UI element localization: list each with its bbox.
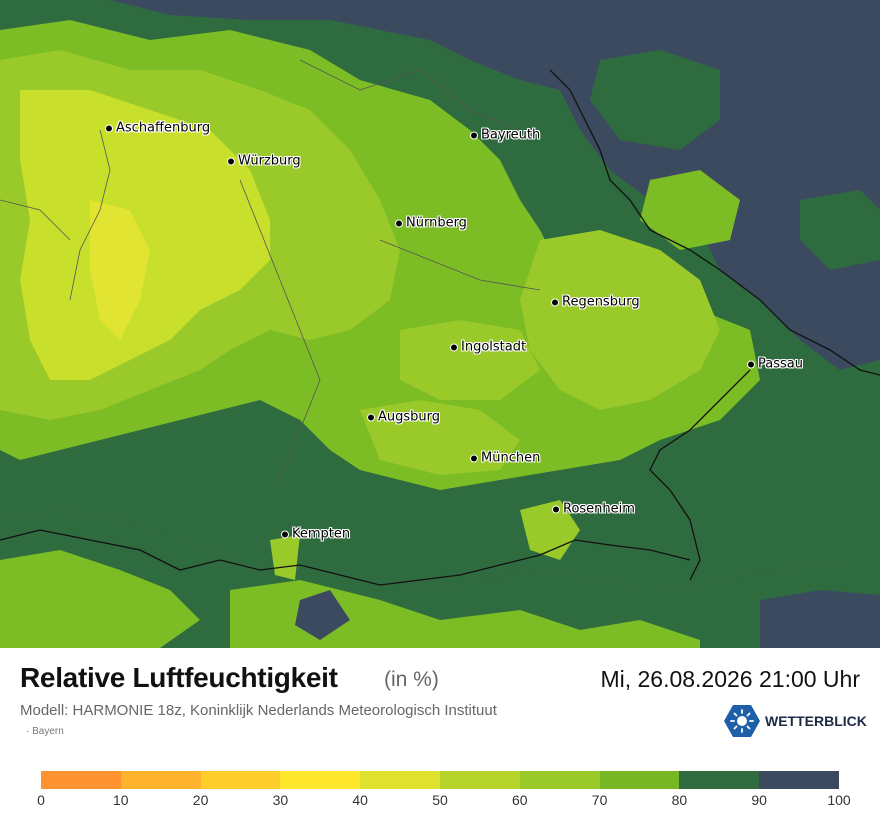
- legend-tick-label: 0: [37, 792, 45, 808]
- region-name: Bayern: [32, 726, 64, 737]
- city-bayreuth: Bayreuth: [470, 128, 540, 143]
- unit-label: (in %): [384, 668, 439, 691]
- legend-tick-label: 20: [192, 792, 209, 808]
- city-marker-icon: [105, 124, 113, 132]
- city-marker-icon: [367, 413, 375, 421]
- city-marker-icon: [450, 343, 458, 351]
- legend-swatch: [280, 771, 361, 789]
- city-passau: Passau: [747, 357, 803, 372]
- legend-tick-label: 50: [432, 792, 448, 808]
- city-marker-icon: [470, 131, 478, 139]
- city-label: München: [481, 450, 541, 466]
- city-label: Würzburg: [238, 153, 301, 169]
- city-label: Passau: [758, 356, 803, 372]
- city-ingolstadt: Ingolstadt: [450, 340, 526, 355]
- legend-tick-label: 10: [113, 792, 129, 808]
- legend-tick-label: 80: [671, 792, 688, 808]
- legend-swatch: [759, 771, 839, 789]
- humidity-map[interactable]: Aschaffenburg Würzburg Bayreuth Nürnberg…: [0, 0, 880, 648]
- city-kempten: Kempten: [281, 527, 350, 542]
- legend-swatch: [599, 771, 680, 789]
- sun-logo-icon: [724, 705, 760, 737]
- model-info: Modell: HARMONIE 18z, Koninklijk Nederla…: [20, 702, 497, 719]
- region-label: · Bayern: [26, 726, 64, 737]
- city-marker-icon: [281, 530, 289, 538]
- city-label: Nürnberg: [406, 215, 467, 231]
- legend-tick-label: 30: [272, 792, 289, 808]
- legend-swatch: [41, 771, 121, 789]
- humidity-field: [0, 0, 880, 648]
- brand-logo[interactable]: WETTERBLICK: [724, 704, 867, 738]
- city-marker-icon: [552, 505, 560, 513]
- city-label: Ingolstadt: [461, 339, 527, 355]
- map-title: Relative Luftfeuchtigkeit: [20, 662, 338, 693]
- city-marker-icon: [227, 157, 235, 165]
- city-label: Augsburg: [378, 409, 441, 425]
- city-marker-icon: [747, 360, 755, 368]
- legend-swatch: [679, 771, 760, 789]
- city-marker-icon: [470, 454, 478, 462]
- city-muenchen: München: [470, 451, 540, 466]
- legend-tick-label: 100: [827, 792, 851, 808]
- city-label: Rosenheim: [563, 501, 635, 517]
- color-legend: [41, 771, 839, 789]
- city-aschaffenburg: Aschaffenburg: [105, 121, 210, 136]
- city-label: Aschaffenburg: [116, 120, 211, 136]
- legend-swatch: [200, 771, 281, 789]
- legend-swatch: [519, 771, 600, 789]
- legend-tick-label: 60: [512, 792, 528, 808]
- city-nuernberg: Nürnberg: [395, 216, 467, 231]
- city-marker-icon: [395, 219, 403, 227]
- legend-tick-label: 90: [751, 792, 767, 808]
- city-rosenheim: Rosenheim: [552, 502, 635, 517]
- city-label: Bayreuth: [481, 127, 541, 143]
- city-label: Kempten: [292, 526, 351, 542]
- city-regensburg: Regensburg: [551, 295, 640, 310]
- legend-swatch: [360, 771, 440, 789]
- legend-tick-label: 40: [352, 792, 368, 808]
- city-augsburg: Augsburg: [367, 410, 440, 425]
- map-footer: Relative Luftfeuchtigkeit (in %) Mi, 26.…: [0, 648, 880, 830]
- forecast-datetime: Mi, 26.08.2026 21:00 Uhr: [600, 666, 860, 692]
- city-wuerzburg: Würzburg: [227, 154, 301, 169]
- legend-swatch: [439, 771, 520, 789]
- city-marker-icon: [551, 298, 559, 306]
- city-label: Regensburg: [562, 294, 640, 310]
- legend-swatch: [120, 771, 201, 789]
- brand-name: WETTERBLICK: [765, 713, 867, 729]
- legend-tick-label: 70: [591, 792, 608, 808]
